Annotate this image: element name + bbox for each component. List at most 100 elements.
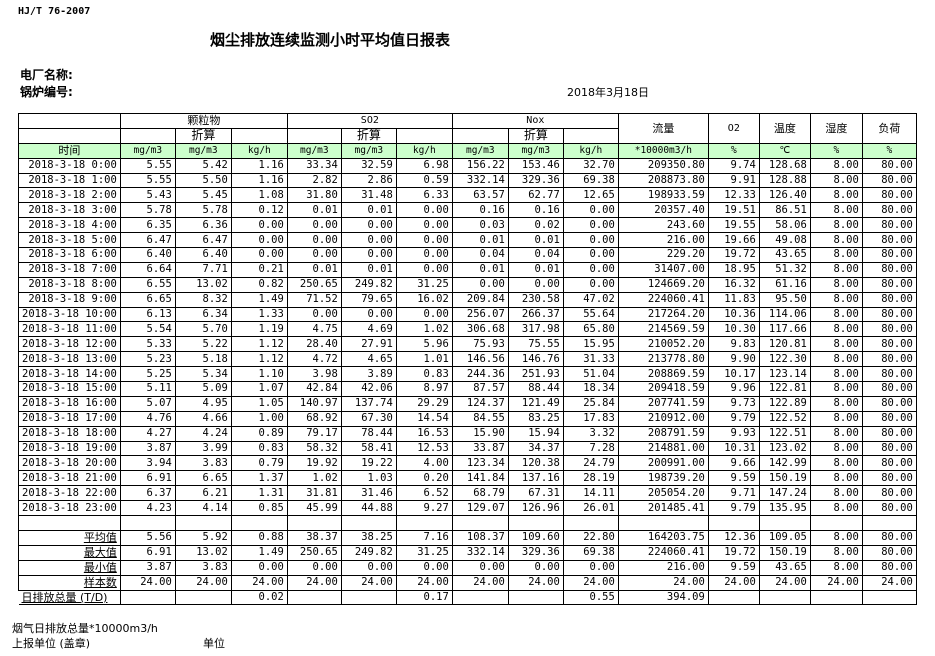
- blank-cell: [174, 515, 232, 531]
- value-cell: 86.51: [758, 202, 811, 219]
- summary-value: 1.49: [230, 544, 288, 561]
- summary-value: 38.25: [340, 529, 397, 546]
- value-cell: 153.46: [507, 157, 564, 174]
- value-cell: 0.12: [230, 202, 288, 219]
- summary-row: 日排放总量 (T/D) 0.02 0.17 0.55 394.09: [18, 589, 917, 606]
- summary-value: 0.02: [230, 589, 288, 606]
- value-cell: 6.33: [395, 187, 453, 204]
- value-cell: 0.00: [395, 261, 453, 278]
- summary-value: [286, 589, 342, 606]
- value-cell: 1.02: [395, 321, 453, 338]
- summary-value: 109.60: [507, 529, 564, 546]
- time-cell: 2018-3-18 2:00: [18, 187, 121, 204]
- value-cell: 79.17: [286, 425, 342, 442]
- value-cell: 24.79: [562, 455, 619, 472]
- value-cell: 140.97: [286, 395, 342, 412]
- summary-value: 24.00: [758, 574, 811, 591]
- value-cell: 44.88: [340, 500, 397, 517]
- value-cell: 250.65: [286, 276, 342, 293]
- blank-cell: [617, 515, 709, 531]
- summary-value: 6.91: [119, 544, 176, 561]
- value-cell: 4.69: [340, 321, 397, 338]
- time-cell: 2018-3-18 8:00: [18, 276, 121, 293]
- value-cell: 0.82: [230, 276, 288, 293]
- table-row: 2018-3-18 3:00 5.78 5.78 0.12 0.01 0.01 0.00 0.…: [18, 202, 917, 219]
- value-cell: 209350.80: [617, 157, 709, 174]
- value-cell: 9.59: [707, 470, 760, 487]
- value-cell: 8.00: [809, 261, 863, 278]
- value-cell: 18.95: [707, 261, 760, 278]
- value-cell: 0.79: [230, 455, 288, 472]
- summary-row: 最大值 6.91 13.02 1.49 250.65 249.82 31.25 332.14 3…: [18, 544, 917, 561]
- value-cell: 8.00: [809, 232, 863, 249]
- table-row: 2018-3-18 19:00 3.87 3.99 0.83 58.32 58.41 12.…: [18, 440, 917, 457]
- value-cell: 0.00: [507, 276, 564, 293]
- summary-row: 平均值 5.56 5.92 0.88 38.37 38.25 7.16 108.37 109.6…: [18, 529, 917, 546]
- summary-value: 0.00: [230, 559, 288, 576]
- value-cell: 9.66: [707, 455, 760, 472]
- value-cell: 122.51: [758, 425, 811, 442]
- unit-cell: %: [861, 142, 917, 159]
- value-cell: 8.00: [809, 425, 863, 442]
- value-cell: 32.70: [562, 157, 619, 174]
- value-cell: 3.89: [340, 366, 397, 383]
- value-cell: 329.36: [507, 172, 564, 189]
- summary-value: 216.00: [617, 559, 709, 576]
- value-cell: 10.17: [707, 366, 760, 383]
- value-cell: 124.37: [451, 395, 509, 412]
- summary-value: 24.00: [174, 574, 232, 591]
- value-cell: 80.00: [861, 410, 917, 427]
- summary-value: 0.00: [286, 559, 342, 576]
- value-cell: 6.37: [119, 485, 176, 502]
- value-cell: 12.33: [707, 187, 760, 204]
- value-cell: 147.24: [758, 485, 811, 502]
- blank-cell: [562, 515, 619, 531]
- value-cell: 80.00: [861, 247, 917, 263]
- value-cell: 5.45: [174, 187, 232, 204]
- value-cell: 210912.00: [617, 410, 709, 427]
- value-cell: 8.00: [809, 485, 863, 502]
- value-cell: 208873.80: [617, 172, 709, 189]
- group-pm: 颗粒物: [119, 113, 288, 129]
- time-cell: 2018-3-18 21:00: [18, 470, 121, 487]
- value-cell: 201485.41: [617, 500, 709, 517]
- time-cell: 2018-3-18 20:00: [18, 455, 121, 472]
- table-row: 2018-3-18 1:00 5.55 5.50 1.16 2.82 2.86 0.59 33…: [18, 172, 917, 189]
- summary-value: 5.92: [174, 529, 232, 546]
- value-cell: 80.00: [861, 291, 917, 308]
- summary-value: 150.19: [758, 544, 811, 561]
- value-cell: 80.00: [861, 336, 917, 353]
- summary-value: 24.00: [119, 574, 176, 591]
- summary-label: 平均值: [18, 529, 121, 546]
- value-cell: 207741.59: [617, 395, 709, 412]
- blank-cell: [119, 515, 176, 531]
- value-cell: 198739.20: [617, 470, 709, 487]
- unit-cell: kg/h: [395, 142, 453, 159]
- time-cell: 2018-3-18 11:00: [18, 321, 121, 338]
- blank-cell: [230, 515, 288, 531]
- value-cell: 266.37: [507, 306, 564, 323]
- value-cell: 0.00: [395, 306, 453, 323]
- value-cell: 80.00: [861, 455, 917, 472]
- summary-value: 24.00: [451, 574, 509, 591]
- value-cell: 9.96: [707, 381, 760, 397]
- summary-value: 43.65: [758, 559, 811, 576]
- summary-value: 24.00: [861, 574, 917, 591]
- value-cell: 79.65: [340, 291, 397, 308]
- value-cell: 80.00: [861, 232, 917, 249]
- value-cell: 69.38: [562, 172, 619, 189]
- value-cell: 19.66: [707, 232, 760, 249]
- value-cell: 68.92: [286, 410, 342, 427]
- value-cell: 1.33: [230, 306, 288, 323]
- value-cell: 43.65: [758, 247, 811, 263]
- value-cell: 124669.20: [617, 276, 709, 293]
- value-cell: 0.00: [395, 232, 453, 249]
- summary-label: 日排放总量 (T/D): [18, 589, 121, 606]
- value-cell: 80.00: [861, 187, 917, 204]
- value-cell: 9.79: [707, 410, 760, 427]
- summary-value: 332.14: [451, 544, 509, 561]
- time-cell: 2018-3-18 10:00: [18, 306, 121, 323]
- value-cell: 84.55: [451, 410, 509, 427]
- value-cell: 114.06: [758, 306, 811, 323]
- boiler-number-label: 锅炉编号:: [20, 85, 73, 99]
